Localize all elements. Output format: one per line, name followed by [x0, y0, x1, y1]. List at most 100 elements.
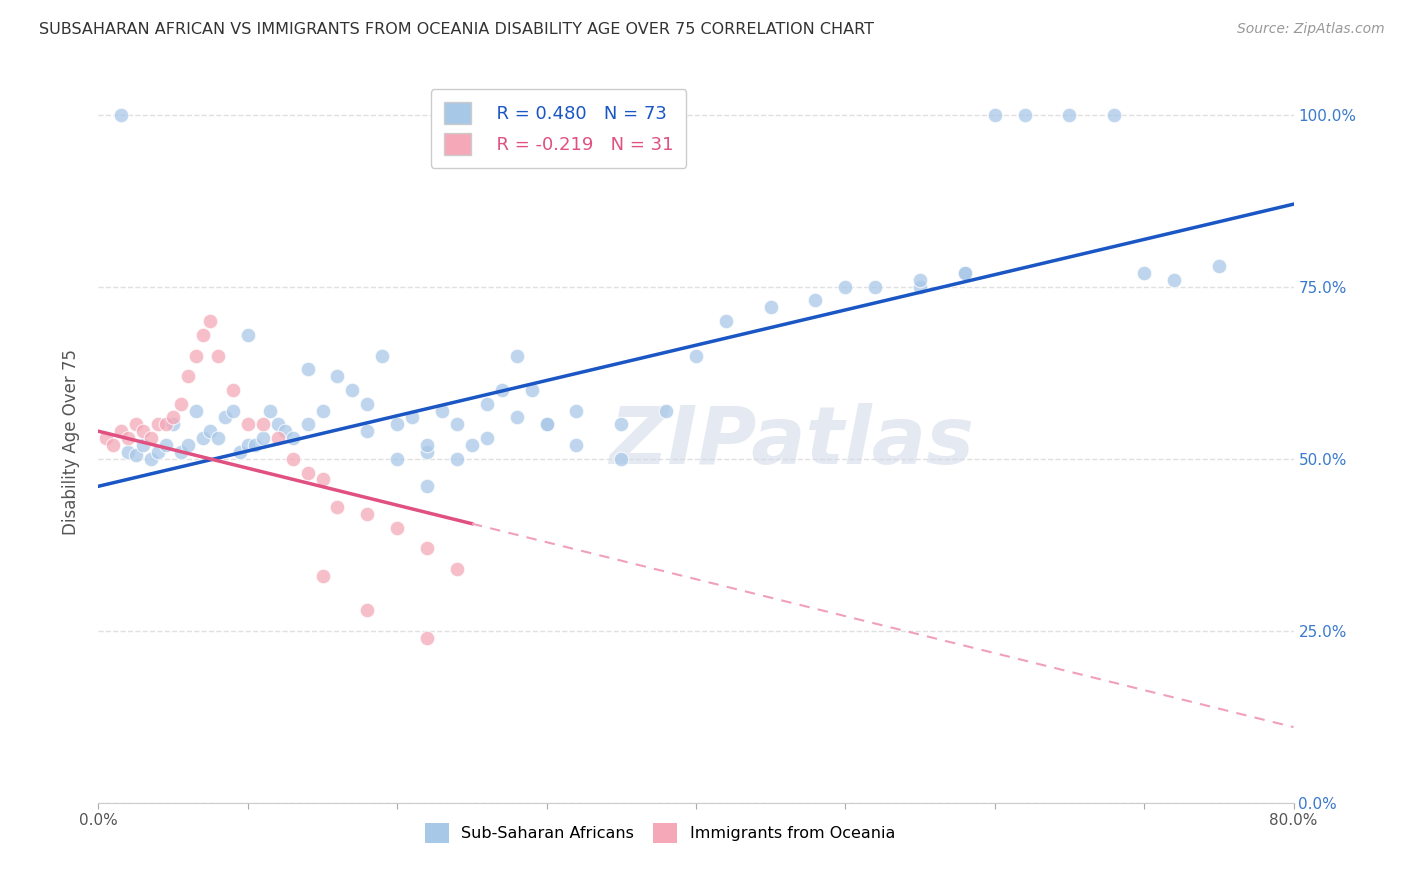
Point [191, 327, 214, 342]
Point [475, 431, 498, 445]
Point [401, 410, 423, 425]
Point [162, 410, 184, 425]
Point [984, 108, 1007, 122]
Point [446, 451, 468, 466]
Point [200, 314, 222, 328]
Point [475, 397, 498, 411]
Point [1208, 259, 1230, 273]
Point [236, 438, 259, 452]
Point [162, 417, 184, 432]
Point [169, 397, 191, 411]
Point [132, 424, 155, 438]
Point [356, 397, 378, 411]
Point [908, 279, 931, 293]
Legend: Sub-Saharan Africans, Immigrants from Oceania: Sub-Saharan Africans, Immigrants from Oc… [418, 817, 903, 849]
Point [804, 293, 827, 308]
Point [110, 424, 132, 438]
Point [416, 445, 439, 459]
Point [536, 417, 558, 432]
Point [416, 541, 439, 556]
Point [125, 448, 148, 462]
Point [214, 410, 236, 425]
Point [229, 445, 252, 459]
Point [446, 562, 468, 576]
Point [655, 403, 678, 417]
Text: Source: ZipAtlas.com: Source: ZipAtlas.com [1237, 22, 1385, 37]
Point [117, 431, 139, 445]
Point [281, 451, 304, 466]
Point [506, 349, 529, 363]
Point [297, 417, 319, 432]
Point [184, 349, 207, 363]
Point [177, 438, 200, 452]
Point [491, 383, 513, 397]
Point [148, 417, 170, 432]
Point [297, 362, 319, 376]
Point [416, 631, 439, 645]
Point [274, 424, 297, 438]
Point [416, 479, 439, 493]
Point [155, 417, 177, 432]
Point [759, 301, 782, 315]
Point [865, 279, 887, 293]
Point [1014, 108, 1036, 122]
Point [1133, 266, 1156, 280]
Point [565, 438, 588, 452]
Point [267, 431, 290, 445]
Point [326, 500, 349, 514]
Point [685, 349, 707, 363]
Point [416, 438, 439, 452]
Point [520, 383, 543, 397]
Point [1163, 273, 1185, 287]
Point [385, 451, 409, 466]
Text: SUBSAHARAN AFRICAN VS IMMIGRANTS FROM OCEANIA DISABILITY AGE OVER 75 CORRELATION: SUBSAHARAN AFRICAN VS IMMIGRANTS FROM OC… [39, 22, 875, 37]
Point [177, 369, 200, 384]
Point [385, 417, 409, 432]
Point [356, 507, 378, 521]
Point [610, 451, 633, 466]
Point [103, 438, 125, 452]
Point [908, 273, 931, 287]
Point [1059, 108, 1081, 122]
Point [371, 349, 394, 363]
Point [1104, 108, 1126, 122]
Point [222, 403, 245, 417]
Point [326, 369, 349, 384]
Point [191, 431, 214, 445]
Point [311, 472, 333, 486]
Point [207, 431, 229, 445]
Point [200, 424, 222, 438]
Point [356, 424, 378, 438]
Point [446, 417, 468, 432]
Point [236, 327, 259, 342]
Point [222, 383, 245, 397]
Point [259, 403, 281, 417]
Point [953, 266, 976, 280]
Point [207, 349, 229, 363]
Point [714, 314, 737, 328]
Point [139, 431, 162, 445]
Point [565, 403, 588, 417]
Point [834, 279, 856, 293]
Point [245, 438, 267, 452]
Point [461, 438, 484, 452]
Point [342, 383, 364, 397]
Point [139, 451, 162, 466]
Point [385, 520, 409, 534]
Y-axis label: Disability Age Over 75: Disability Age Over 75 [62, 349, 80, 534]
Point [297, 466, 319, 480]
Point [184, 403, 207, 417]
Point [117, 445, 139, 459]
Point [311, 403, 333, 417]
Point [506, 410, 529, 425]
Text: ZIPatlas: ZIPatlas [609, 402, 974, 481]
Point [610, 417, 633, 432]
Point [311, 568, 333, 582]
Point [536, 417, 558, 432]
Point [252, 417, 274, 432]
Point [356, 603, 378, 617]
Point [267, 417, 290, 432]
Point [148, 445, 170, 459]
Point [132, 438, 155, 452]
Point [169, 445, 191, 459]
